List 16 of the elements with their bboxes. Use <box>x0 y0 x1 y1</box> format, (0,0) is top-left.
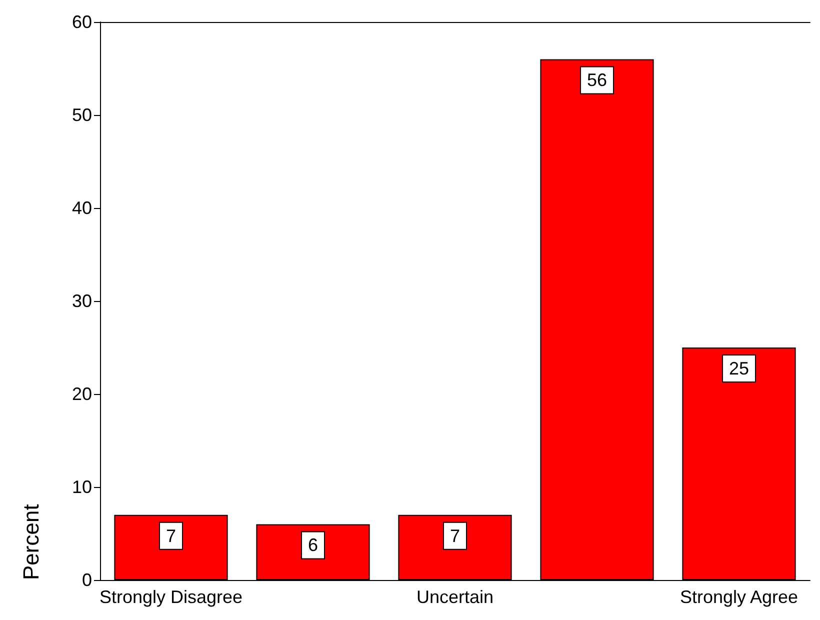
data-label: 6 <box>308 535 318 556</box>
x-tick-label: Strongly Disagree <box>99 587 243 607</box>
y-tick-label: 60 <box>72 12 92 32</box>
data-label: 7 <box>450 526 460 546</box>
y-tick-label: 40 <box>72 198 92 218</box>
x-tick-label: Strongly Agree <box>680 587 798 607</box>
y-tick-label: 20 <box>72 384 92 404</box>
data-label: 56 <box>586 70 608 90</box>
data-label: 25 <box>728 358 750 378</box>
x-tick-label: Uncertain <box>416 587 494 607</box>
data-label: 7 <box>166 526 176 546</box>
y-tick-label: 50 <box>72 105 92 125</box>
y-tick-label: 30 <box>72 291 92 311</box>
y-axis-title: Percent <box>18 504 44 580</box>
y-tick-label: 0 <box>82 570 92 590</box>
y-tick-label: 10 <box>72 477 92 497</box>
